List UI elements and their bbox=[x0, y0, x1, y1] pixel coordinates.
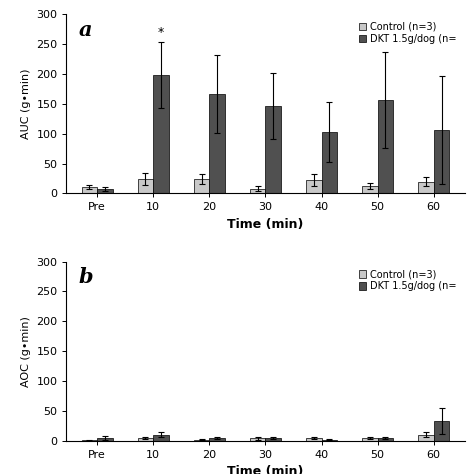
Bar bbox=[82, 187, 97, 193]
X-axis label: Time (min): Time (min) bbox=[227, 465, 304, 474]
Bar bbox=[321, 132, 337, 193]
Bar bbox=[194, 179, 210, 193]
Bar bbox=[153, 75, 169, 193]
Bar bbox=[97, 438, 113, 441]
Bar bbox=[306, 180, 321, 193]
Bar bbox=[194, 439, 210, 441]
Bar bbox=[434, 130, 449, 193]
Bar bbox=[82, 440, 97, 441]
Bar bbox=[434, 421, 449, 441]
Bar bbox=[153, 435, 169, 441]
Bar bbox=[265, 438, 281, 441]
Bar bbox=[137, 179, 153, 193]
Bar bbox=[418, 182, 434, 193]
Legend: Control (n=3), DKT 1.5g/dog (n=: Control (n=3), DKT 1.5g/dog (n= bbox=[356, 19, 460, 47]
X-axis label: Time (min): Time (min) bbox=[227, 218, 304, 231]
Bar bbox=[378, 438, 393, 441]
Bar bbox=[362, 438, 378, 441]
Bar bbox=[306, 438, 321, 441]
Text: *: * bbox=[158, 27, 164, 39]
Y-axis label: AUC (g•min): AUC (g•min) bbox=[21, 69, 31, 139]
Text: a: a bbox=[78, 19, 92, 40]
Bar bbox=[210, 94, 225, 193]
Bar bbox=[418, 435, 434, 441]
Bar bbox=[265, 106, 281, 193]
Bar bbox=[250, 189, 265, 193]
Text: b: b bbox=[78, 267, 93, 287]
Bar bbox=[210, 438, 225, 441]
Bar bbox=[378, 100, 393, 193]
Legend: Control (n=3), DKT 1.5g/dog (n=: Control (n=3), DKT 1.5g/dog (n= bbox=[356, 266, 460, 294]
Bar bbox=[137, 438, 153, 441]
Bar bbox=[250, 438, 265, 441]
Bar bbox=[321, 439, 337, 441]
Y-axis label: AOC (g•min): AOC (g•min) bbox=[21, 316, 31, 387]
Bar bbox=[362, 186, 378, 193]
Bar bbox=[97, 189, 113, 193]
